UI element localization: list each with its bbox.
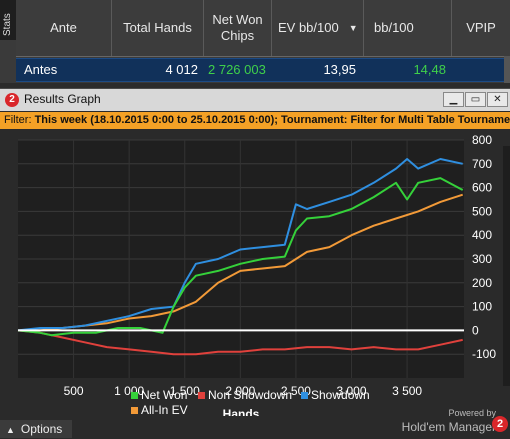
brand-name: Hold'em Manager: [401, 420, 496, 434]
table-row[interactable]: Antes 4 012 2 726 003 13,95 14,48: [16, 58, 510, 82]
y-tick-label: 0: [472, 323, 479, 337]
options-button[interactable]: ▲ Options: [0, 420, 72, 438]
minimize-button[interactable]: ▁: [443, 92, 464, 107]
y-tick-label: 800: [472, 133, 492, 147]
x-tick-label: 1 500: [170, 384, 200, 398]
close-icon: ✕: [493, 94, 502, 105]
col-header-ev-bb100-label: EV bb/100: [278, 20, 339, 35]
y-tick-label: 500: [472, 204, 492, 218]
sort-desc-icon: ▼: [348, 23, 358, 33]
branding: Powered by Hold'em Manager 2: [401, 408, 508, 436]
legend-label-non-showdown[interactable]: Non Showdown: [208, 388, 292, 402]
restore-button[interactable]: ▭: [465, 92, 486, 107]
options-label: Options: [20, 422, 63, 436]
results-graph-window: 2 Results Graph ▁ ▭ ✕ Filter: This week …: [0, 88, 510, 439]
stats-header-row: Ante Total Hands Net Won Chips EV bb/100…: [16, 0, 510, 57]
y-tick-label: 400: [472, 228, 492, 242]
x-axis-label: Hands: [223, 407, 260, 416]
legend-swatch-all-in-ev: [131, 407, 138, 414]
legend-label-net-won[interactable]: Net Won: [141, 388, 187, 402]
restore-icon: ▭: [470, 94, 481, 105]
graph-footer: ▲ Options Powered by Hold'em Manager 2: [0, 408, 510, 439]
hm2-logo-icon: 2: [5, 93, 19, 107]
stats-panel: Stats Ante Total Hands Net Won Chips EV …: [0, 0, 510, 83]
close-button[interactable]: ✕: [487, 92, 508, 107]
legend-swatch-non-showdown: [198, 392, 205, 399]
legend-label-showdown[interactable]: Showdown: [311, 388, 370, 402]
x-tick-label: 2 000: [225, 384, 255, 398]
y-tick-label: 700: [472, 157, 492, 171]
filter-value: This week (18.10.2015 0:00 to 25.10.2015…: [34, 114, 510, 126]
results-chart: 800 700 600 500 400 300 200 100 0 -100 500 1 000 1 5…: [17, 133, 496, 416]
col-header-vpip[interactable]: VPIP: [466, 20, 496, 35]
y-tick-label: 600: [472, 181, 492, 195]
title-bar[interactable]: 2 Results Graph ▁ ▭ ✕: [0, 89, 510, 111]
series-line-non-showdown: [17, 329, 463, 356]
legend-label-all-in-ev[interactable]: All-In EV: [141, 403, 188, 416]
y-tick-label: 300: [472, 252, 492, 266]
window-title: Results Graph: [24, 92, 101, 106]
cell-bb100: 14,48: [413, 62, 446, 77]
col-header-total-hands[interactable]: Total Hands: [112, 0, 204, 56]
side-panel-strip[interactable]: [503, 146, 510, 386]
filter-bar[interactable]: Filter: This week (18.10.2015 0:00 to 25…: [0, 112, 510, 129]
stats-tab-label: Stats: [2, 13, 13, 36]
series-line-net-won: [17, 177, 464, 337]
stats-tab[interactable]: Stats: [0, 0, 17, 40]
x-tick-label: 500: [64, 384, 84, 398]
cell-ev-bb100: 13,95: [323, 62, 356, 77]
x-tick-label: 1 000: [114, 384, 144, 398]
legend-swatch-showdown: [301, 392, 308, 399]
x-tick-label: 3 000: [336, 384, 366, 398]
y-tick-label: -100: [472, 347, 496, 361]
filter-label: Filter:: [4, 114, 32, 126]
y-tick-label: 200: [472, 276, 492, 290]
cell-net-won-chips: 2 726 003: [208, 62, 266, 77]
powered-by-label: Powered by: [448, 408, 496, 418]
col-header-net-won-chips[interactable]: Net Won Chips: [204, 0, 272, 56]
col-header-bb100[interactable]: bb/100: [364, 0, 452, 56]
legend-swatch-net-won: [131, 392, 138, 399]
cell-total-hands: 4 012: [165, 62, 198, 77]
col-header-ante[interactable]: Ante: [16, 0, 112, 56]
series-line-showdown: [17, 158, 463, 332]
hm2-brand-logo-icon: 2: [492, 416, 508, 432]
stats-scrollbar[interactable]: [504, 56, 510, 83]
chevron-up-icon: ▲: [6, 425, 15, 435]
col-header-ev-bb100[interactable]: EV bb/100 ▼: [272, 0, 364, 56]
cell-ante: Antes: [24, 62, 58, 77]
x-tick-label: 3 500: [392, 384, 422, 398]
y-tick-label: 100: [472, 300, 492, 314]
minimize-icon: ▁: [449, 94, 458, 105]
